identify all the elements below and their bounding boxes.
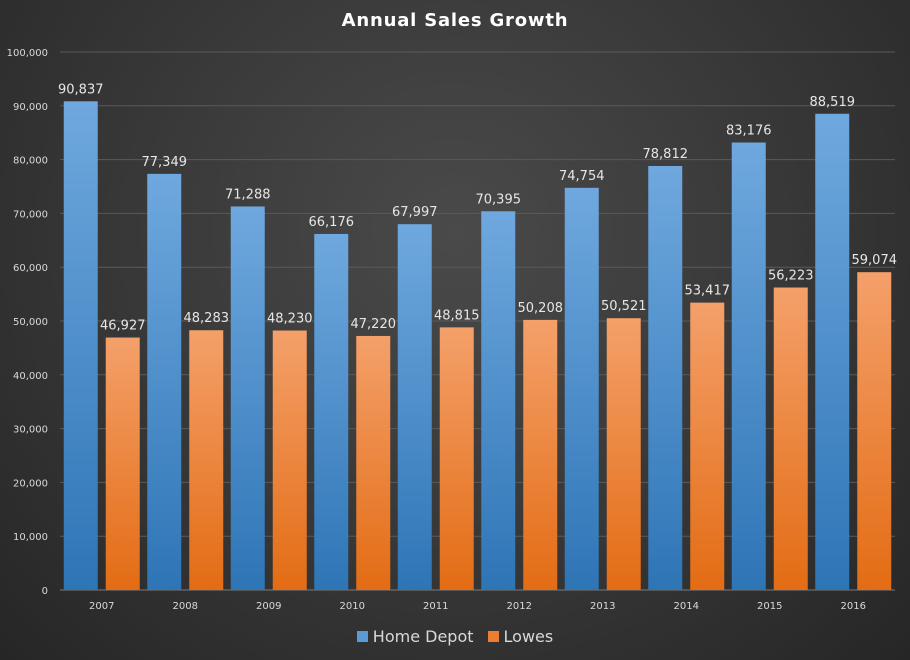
y-tick-label: 10,000 bbox=[13, 532, 48, 543]
data-label-home-depot: 70,395 bbox=[476, 192, 522, 207]
data-label-lowes: 50,208 bbox=[518, 301, 564, 316]
data-label-lowes: 48,815 bbox=[434, 308, 480, 323]
data-label-home-depot: 78,812 bbox=[643, 147, 689, 162]
bar-lowes bbox=[857, 272, 892, 590]
x-tick-label: 2015 bbox=[757, 601, 782, 612]
data-label-home-depot: 66,176 bbox=[309, 215, 355, 230]
bar-home-depot bbox=[564, 187, 599, 590]
data-label-lowes: 48,283 bbox=[184, 311, 230, 326]
bars bbox=[63, 101, 892, 591]
y-tick-label: 40,000 bbox=[13, 371, 48, 382]
bar-lowes bbox=[105, 337, 140, 590]
bar-lowes bbox=[189, 330, 224, 590]
legend-label-lowes: Lowes bbox=[503, 627, 554, 646]
bar-lowes bbox=[773, 287, 808, 590]
bar-lowes bbox=[356, 335, 391, 590]
bar-home-depot bbox=[63, 101, 98, 591]
bar-home-depot bbox=[397, 224, 432, 590]
data-label-home-depot: 83,176 bbox=[726, 124, 772, 139]
data-label-home-depot: 88,519 bbox=[810, 95, 856, 110]
y-tick-label: 70,000 bbox=[13, 209, 48, 220]
x-tick-label: 2016 bbox=[841, 601, 866, 612]
y-tick-label: 0 bbox=[42, 586, 48, 597]
data-label-lowes: 50,521 bbox=[601, 299, 647, 314]
bar-lowes bbox=[690, 302, 725, 590]
bar-lowes bbox=[523, 319, 558, 590]
data-label-lowes: 59,074 bbox=[852, 253, 898, 268]
bar-home-depot bbox=[230, 206, 265, 590]
x-tick-label: 2014 bbox=[674, 601, 699, 612]
legend-swatch-home-depot bbox=[356, 631, 368, 642]
data-label-lowes: 53,417 bbox=[685, 284, 731, 299]
bar-home-depot bbox=[147, 173, 182, 591]
y-tick-label: 100,000 bbox=[7, 48, 48, 59]
x-tick-label: 2010 bbox=[340, 601, 365, 612]
y-tick-label: 20,000 bbox=[13, 478, 48, 489]
data-label-lowes: 48,230 bbox=[267, 312, 313, 327]
bar-lowes bbox=[606, 318, 641, 590]
y-axis: 0 10,000 20,000 30,000 40,000 50,000 60,000 70,… bbox=[7, 48, 48, 597]
y-tick-label: 50,000 bbox=[13, 317, 48, 328]
bar-home-depot bbox=[481, 211, 516, 590]
bar-home-depot bbox=[648, 165, 683, 590]
data-labels: 90,837 46,927 77,349 48,283 71,288 48,230 66,1… bbox=[58, 82, 897, 333]
data-label-home-depot: 74,754 bbox=[559, 169, 605, 184]
x-tick-label: 2007 bbox=[89, 601, 114, 612]
legend-swatch-lowes bbox=[487, 631, 499, 642]
data-label-home-depot: 90,837 bbox=[58, 82, 104, 97]
data-label-home-depot: 71,288 bbox=[225, 187, 271, 202]
data-label-lowes: 47,220 bbox=[351, 317, 397, 332]
bar-home-depot bbox=[815, 113, 850, 591]
x-tick-label: 2013 bbox=[590, 601, 615, 612]
bar-home-depot bbox=[314, 233, 349, 590]
data-label-home-depot: 77,349 bbox=[142, 155, 188, 170]
legend-item-lowes: Lowes bbox=[487, 627, 554, 646]
data-label-lowes: 56,223 bbox=[768, 269, 814, 284]
legend-item-home-depot: Home Depot bbox=[356, 627, 474, 646]
x-tick-label: 2008 bbox=[173, 601, 198, 612]
y-tick-label: 90,000 bbox=[13, 102, 48, 113]
legend: Home Depot Lowes bbox=[0, 627, 910, 646]
data-label-lowes: 46,927 bbox=[100, 319, 146, 334]
y-tick-label: 60,000 bbox=[13, 263, 48, 274]
bar-home-depot bbox=[731, 142, 766, 590]
y-tick-label: 80,000 bbox=[13, 156, 48, 167]
x-tick-label: 2011 bbox=[423, 601, 448, 612]
bar-lowes bbox=[439, 327, 474, 590]
bar-lowes bbox=[272, 330, 307, 590]
x-axis: 2007 2008 2009 2010 2011 2012 2013 2014 2015 2016 bbox=[89, 601, 866, 612]
x-tick-label: 2009 bbox=[256, 601, 281, 612]
y-tick-label: 30,000 bbox=[13, 425, 48, 436]
chart-title: Annual Sales Growth bbox=[341, 10, 569, 31]
data-label-home-depot: 67,997 bbox=[392, 205, 438, 220]
x-tick-label: 2012 bbox=[507, 601, 532, 612]
legend-label-home-depot: Home Depot bbox=[372, 627, 474, 646]
